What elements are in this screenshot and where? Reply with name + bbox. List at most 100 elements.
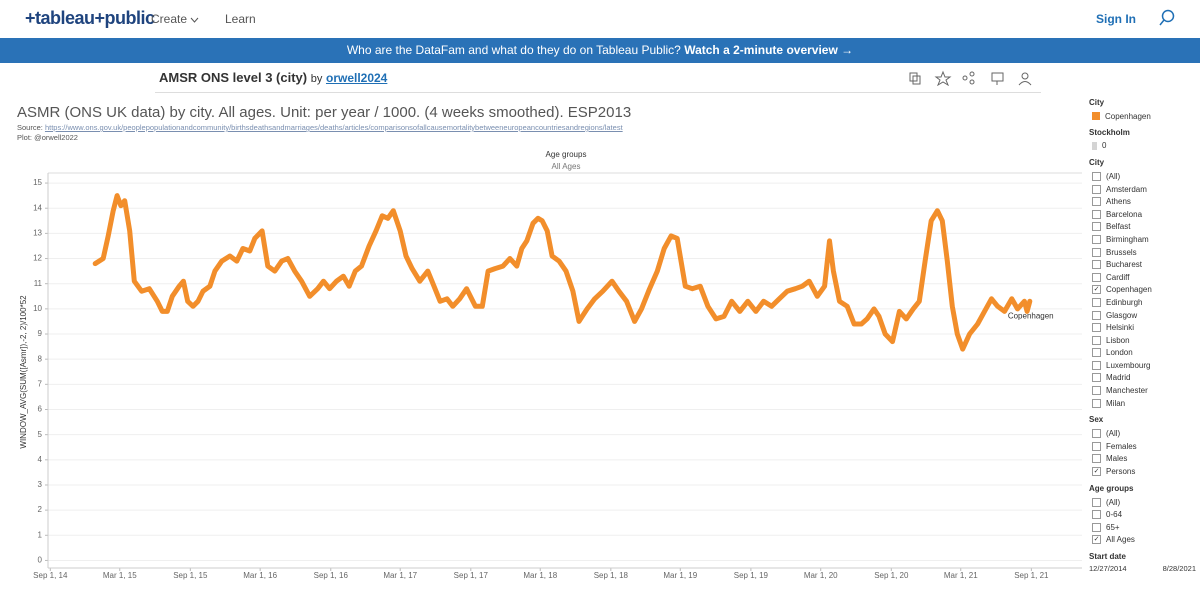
present-icon[interactable] — [991, 72, 1004, 82]
filter-item[interactable]: Glasgow — [1089, 309, 1200, 322]
date-filter: Start date 12/27/2014 8/28/2021 — [1089, 552, 1200, 573]
filter-item[interactable]: Manchester — [1089, 384, 1200, 397]
filter-item[interactable]: Bucharest — [1089, 258, 1200, 271]
y-tick-label: 14 — [33, 203, 42, 212]
checkbox[interactable] — [1092, 510, 1101, 520]
filter-item[interactable]: Birmingham — [1089, 233, 1200, 246]
filter-item[interactable]: ✓ All Ages — [1089, 534, 1200, 547]
filter-item[interactable]: Helsinki — [1089, 321, 1200, 334]
filter-label: Birmingham — [1106, 234, 1149, 244]
checkbox[interactable]: ✓ — [1092, 285, 1101, 295]
checkbox[interactable] — [1092, 260, 1101, 270]
filter-item[interactable]: ✓ Persons — [1089, 465, 1200, 478]
x-tick-label: Mar 1, 21 — [944, 571, 978, 580]
filter-title: Start date — [1089, 552, 1126, 562]
checkbox[interactable] — [1092, 441, 1101, 451]
checkbox[interactable] — [1092, 184, 1101, 194]
nav-link[interactable]: Learn — [225, 12, 256, 26]
source-label: Source: — [17, 123, 43, 132]
filter-item[interactable]: Brussels — [1089, 246, 1200, 259]
line — [92, 193, 1033, 352]
checkbox[interactable] — [1092, 398, 1101, 408]
checkbox[interactable] — [1092, 222, 1101, 232]
filter-title: Age groups — [1089, 483, 1134, 493]
x-tick-label: Sep 1, 16 — [314, 571, 349, 580]
favorite-icon[interactable] — [934, 70, 952, 86]
y-tick-label: 6 — [38, 405, 43, 414]
filter-label: Madrid — [1106, 373, 1131, 383]
y-tick-label: 3 — [38, 480, 43, 489]
top-nav: +tableau+public Create Learn Sign In — [0, 0, 1200, 38]
checkbox[interactable] — [1092, 171, 1101, 181]
filter-item[interactable]: Barcelona — [1089, 208, 1200, 221]
banner-text: Who are the DataFam and what do they do … — [346, 43, 681, 57]
legend-label: Copenhagen — [1105, 111, 1151, 121]
checkbox[interactable] — [1092, 323, 1101, 333]
checkbox[interactable] — [1092, 247, 1101, 257]
checkbox[interactable] — [1092, 429, 1101, 439]
x-tick-label: Sep 1, 14 — [33, 571, 68, 580]
filter-item[interactable]: (All) — [1089, 427, 1200, 440]
checkbox[interactable]: ✓ — [1092, 467, 1101, 477]
nav-link[interactable]: Create — [151, 12, 199, 26]
filter-label: Helsinki — [1106, 323, 1135, 333]
x-tick-label: Mar 1, 17 — [383, 571, 417, 580]
filter-item[interactable]: London — [1089, 347, 1200, 360]
legend-item[interactable]: Copenhagen — [1089, 110, 1200, 123]
checkbox[interactable] — [1092, 297, 1101, 307]
filter-label: Males — [1106, 454, 1128, 464]
filter-item[interactable]: Cardiff — [1089, 271, 1200, 284]
logo[interactable]: +tableau+public — [25, 8, 155, 28]
filter-label: Copenhagen — [1106, 285, 1152, 295]
filter-item[interactable]: Belfast — [1089, 221, 1200, 234]
filter-item[interactable]: (All) — [1089, 170, 1200, 183]
checkbox[interactable] — [1092, 360, 1101, 370]
nav-link-text[interactable]: Create — [151, 12, 188, 26]
filter-item[interactable]: ✓ Copenhagen — [1089, 284, 1200, 297]
checkbox[interactable] — [1092, 335, 1101, 345]
filter-item[interactable]: Lisbon — [1089, 334, 1200, 347]
checkbox[interactable] — [1092, 234, 1101, 244]
filter-item[interactable]: Edinburgh — [1089, 296, 1200, 309]
viz-title-row: AMSR ONS level 3 (city) by orwell2024 — [159, 70, 387, 85]
author[interactable]: orwell2024 — [325, 71, 388, 85]
checkbox[interactable] — [1092, 454, 1101, 464]
checkbox[interactable] — [1092, 522, 1101, 532]
filter-label: Brussels — [1106, 247, 1137, 257]
x-tick-label: Mar 1, 19 — [663, 571, 697, 580]
filter-item[interactable]: (All) — [1089, 496, 1200, 509]
checkbox[interactable] — [1092, 497, 1101, 507]
banner-link[interactable]: Watch a 2-minute overview → — [684, 43, 854, 57]
filter-item[interactable]: Milan — [1089, 397, 1200, 410]
filter-item[interactable]: Males — [1089, 453, 1200, 466]
checkbox[interactable] — [1092, 386, 1101, 396]
filter: Sex (All) Females Males ✓ Persons — [1089, 415, 1200, 477]
legend-title: Stockholm — [1089, 127, 1130, 137]
filter-item[interactable]: 65+ — [1089, 521, 1200, 534]
filter-title: Sex — [1089, 415, 1104, 425]
filter-item[interactable]: Madrid — [1089, 372, 1200, 385]
filter-item[interactable]: Amsterdam — [1089, 183, 1200, 196]
checkbox[interactable] — [1092, 310, 1101, 320]
checkbox[interactable]: ✓ — [1092, 535, 1101, 545]
search-icon[interactable] — [1158, 9, 1176, 27]
source-link[interactable]: https://www.ons.gov.uk/peoplepopulationa… — [44, 123, 623, 132]
filter-item[interactable]: Females — [1089, 440, 1200, 453]
checkbox[interactable] — [1092, 373, 1101, 383]
share-dot — [969, 79, 975, 85]
checkbox[interactable] — [1092, 272, 1101, 282]
share-icon[interactable] — [962, 75, 968, 81]
profile-icon[interactable] — [1021, 72, 1029, 80]
checkbox[interactable] — [1092, 348, 1101, 358]
filter-item[interactable]: Athens — [1089, 195, 1200, 208]
checkbox[interactable] — [1092, 197, 1101, 207]
sign-in[interactable]: Sign In — [1096, 12, 1136, 26]
legend-label: 0 — [1102, 141, 1107, 151]
x-tick-label: Sep 1, 15 — [173, 571, 208, 580]
filter: City (All) Amsterdam Athens Barcelona Belfast… — [1089, 158, 1200, 409]
filter-item[interactable]: Luxembourg — [1089, 359, 1200, 372]
x-tick-label: Sep 1, 21 — [1014, 571, 1049, 580]
y-tick-label: 4 — [38, 455, 43, 464]
checkbox[interactable] — [1092, 209, 1101, 219]
filter-item[interactable]: 0-64 — [1089, 508, 1200, 521]
